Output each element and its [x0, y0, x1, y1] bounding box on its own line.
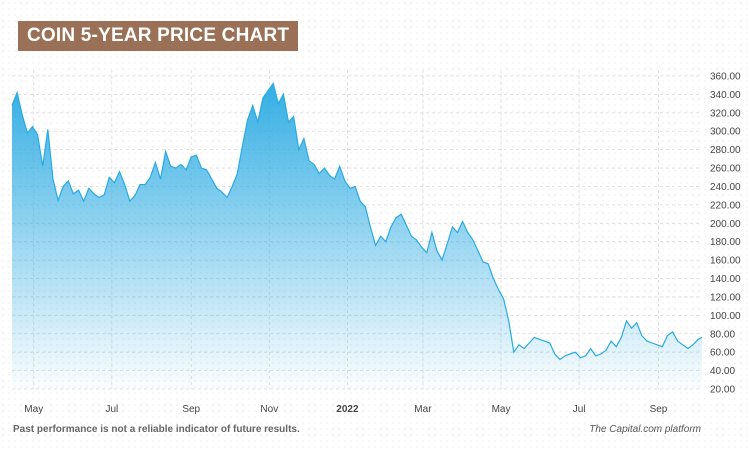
- y-tick-label: 20.00: [710, 385, 735, 396]
- x-tick-label: May: [492, 404, 511, 415]
- x-tick-label: Sep: [650, 404, 668, 415]
- price-line: [11, 81, 703, 361]
- x-tick-label: Jul: [105, 404, 118, 415]
- source-text: The Capital.com platform: [589, 424, 701, 435]
- x-tick-label: Jul: [573, 404, 586, 415]
- y-tick-label: 300.00: [710, 127, 741, 138]
- price-area: [12, 83, 702, 390]
- y-tick-label: 260.00: [710, 164, 741, 175]
- y-tick-label: 240.00: [710, 182, 741, 193]
- y-tick-label: 160.00: [710, 256, 741, 267]
- y-tick-label: 320.00: [710, 108, 741, 119]
- x-tick-label: 2022: [336, 404, 359, 415]
- x-tick-label: May: [24, 404, 43, 415]
- y-axis: 360.00 340.00 320.00 300.00 280.00 260.00 240.…: [710, 72, 741, 396]
- y-tick-label: 120.00: [710, 292, 741, 303]
- y-tick-label: 80.00: [710, 329, 735, 340]
- x-tick-label: Nov: [260, 404, 278, 415]
- y-tick-label: 220.00: [710, 200, 741, 211]
- y-tick-label: 40.00: [710, 366, 735, 377]
- y-tick-label: 360.00: [710, 72, 741, 83]
- y-tick-label: 100.00: [710, 311, 741, 322]
- y-tick-label: 200.00: [710, 219, 741, 230]
- y-tick-label: 180.00: [710, 237, 741, 248]
- y-tick-label: 60.00: [710, 348, 735, 359]
- y-tick-label: 280.00: [710, 145, 741, 156]
- x-axis: May Jul Sep Nov 2022 Mar May Jul Sep: [24, 404, 667, 415]
- disclaimer-text: Past performance is not a reliable indic…: [13, 424, 300, 435]
- y-tick-label: 140.00: [710, 274, 741, 285]
- x-tick-label: Mar: [414, 404, 432, 415]
- chart-title: COIN 5-YEAR PRICE CHART: [18, 21, 299, 51]
- y-tick-label: 340.00: [710, 90, 741, 101]
- x-tick-label: Sep: [182, 404, 200, 415]
